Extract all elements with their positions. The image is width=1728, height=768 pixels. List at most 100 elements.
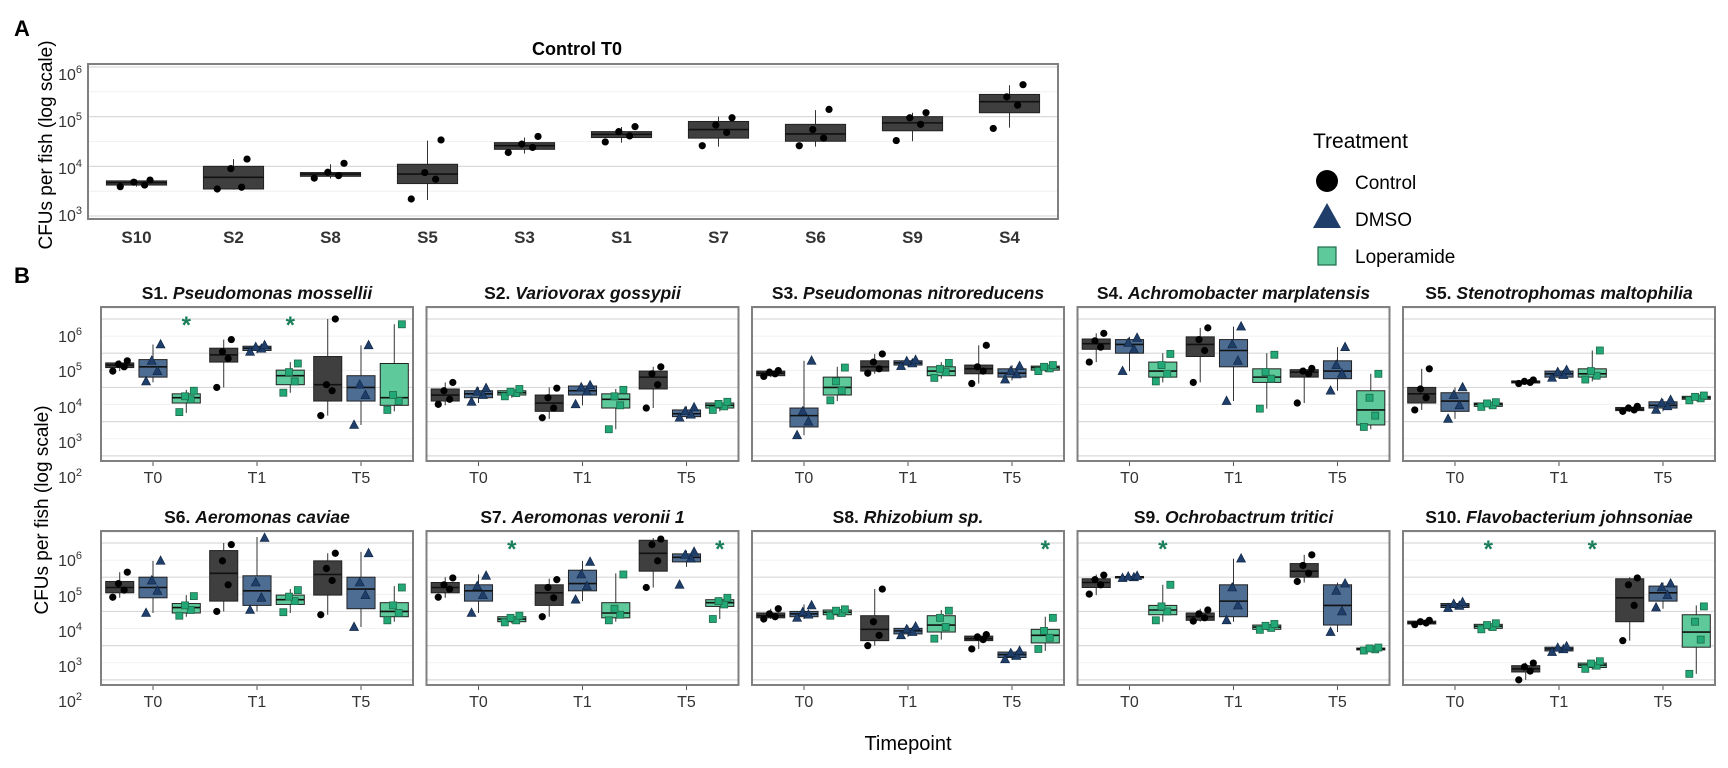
facet-box-loperamide-T0-point xyxy=(826,396,835,405)
facet-box-control-T0-point xyxy=(109,367,117,375)
facet-box-dmso-T5-point xyxy=(674,412,685,422)
facet-box-dmso-T1-point xyxy=(1552,642,1563,652)
facet-box-control-T0 xyxy=(105,568,135,601)
facet-box-control-T0-point xyxy=(449,378,457,387)
panel-a-y-ticks: 106 105 104 103 xyxy=(58,64,82,225)
facet-box-control-T0-point xyxy=(774,367,782,375)
facet-box-loperamide-T0 xyxy=(497,611,527,627)
facet-box-loperamide-T1 xyxy=(601,570,631,625)
panel-a-box-S2-point xyxy=(213,185,221,193)
panel-a-box-S5 xyxy=(396,136,459,203)
facet-box-loperamide-T1 xyxy=(1577,657,1607,673)
facet-box-loperamide-T0-point xyxy=(1483,399,1491,408)
facet-box-dmso-T5-point xyxy=(1014,645,1025,655)
panel-a-box-S4-point xyxy=(1003,93,1011,101)
facet-5: S5. Stenotrophomas maltophilia T0 T1 T5 xyxy=(1402,283,1716,487)
facet-box-dmso-T5-point xyxy=(1005,365,1016,375)
facet-6: S6. Aeromonas caviae T0 T1 T5 xyxy=(100,507,414,711)
facet-box-control-T5-point xyxy=(642,583,650,592)
facet-box-dmso-T0-point xyxy=(472,386,483,396)
facet-box-loperamide-T1-point xyxy=(1581,375,1590,384)
facet-box-control-T0-point xyxy=(114,360,123,368)
facet-box-dmso-T0-point xyxy=(146,574,157,585)
facet-box-dmso-T1 xyxy=(242,339,272,356)
facet-box-dmso-T5 xyxy=(346,339,376,429)
facet-box-dmso-T1-point xyxy=(250,576,261,587)
facet-box-loperamide-T5-point xyxy=(1040,362,1048,371)
facet-box-control-T0-point xyxy=(1425,365,1433,373)
panel-a-box-S7-point xyxy=(723,128,731,137)
facet-box-loperamide-T5-point xyxy=(1365,393,1374,402)
facet-box-control-T1-point xyxy=(878,350,886,358)
facet-box-control-T5-point xyxy=(657,363,665,371)
facet-box-control-T0 xyxy=(756,367,786,380)
facet-box-dmso-T0-point xyxy=(1123,570,1134,581)
facet-box-control-T1-point xyxy=(213,383,221,392)
facet-border xyxy=(1402,530,1716,686)
facet-title-prefix: S5. xyxy=(1425,283,1456,303)
facet-box-dmso-T1-point xyxy=(1561,640,1572,651)
facet-box-dmso-T0-point xyxy=(1454,399,1465,410)
panel-a-box-S5-point xyxy=(437,136,445,144)
facet-box-dmso-T5-point xyxy=(689,401,700,412)
panel-b-bottom-tick-1e2: 102 xyxy=(58,691,82,711)
facet-title-prefix: S6. xyxy=(164,507,195,527)
facet-box-dmso-T0-point xyxy=(1132,570,1143,580)
facet-title-prefix: S10. xyxy=(1425,507,1466,527)
panel-a-box-S9-point xyxy=(917,120,925,128)
facet-box-control-T5-point xyxy=(1624,581,1633,589)
facet-box-dmso-T0-point xyxy=(1132,332,1143,342)
panel-a-x-tick-label: S7 xyxy=(708,228,729,247)
facet-box-loperamide-T0-point xyxy=(832,606,840,615)
facet-box-loperamide-T0-point xyxy=(1483,621,1491,629)
panel-a-box-S10-point xyxy=(141,181,149,189)
facet-box-dmso-T5-point xyxy=(1336,368,1347,378)
facet-box-control-T1-point xyxy=(869,618,878,626)
facet-box-loperamide-T1-point xyxy=(1587,659,1595,668)
facet-box-loperamide-T5-point xyxy=(1034,645,1043,653)
facet-box-loperamide-T5-point xyxy=(708,406,717,414)
facet-box-control-T1-point xyxy=(538,414,546,422)
facet-box-loperamide-T5-point xyxy=(1691,617,1699,626)
facet-box-dmso-T1-point xyxy=(576,381,587,392)
facet-box-dmso-T1-point xyxy=(896,629,907,640)
facet-box-control-T0-point xyxy=(1425,616,1433,624)
facet-box-dmso-T0-point xyxy=(141,607,152,617)
facet-title-prefix: S3. xyxy=(772,283,803,303)
facet-box-dmso-T5-point xyxy=(363,547,374,558)
panel-a-box-S6-point xyxy=(809,125,817,134)
facet-box-loperamide-T5-point xyxy=(1048,361,1057,369)
facet-box-dmso-T0-point xyxy=(477,589,488,599)
facet-box-control-T1 xyxy=(209,335,239,392)
panel-a-x-tick-label: S6 xyxy=(805,228,826,247)
facet-box-dmso-T5-point xyxy=(360,589,371,599)
facet-10: S10. Flavobacterium johnsoniae T0 T1 T5 * * xyxy=(1402,507,1716,711)
facet-x-tick-label: T5 xyxy=(352,694,371,711)
facet-x-tick-label: T0 xyxy=(1446,694,1465,711)
facet-box-dmso-T5 xyxy=(671,401,702,422)
facet-box-loperamide-T5-point xyxy=(1696,635,1705,644)
facet-title: S8. Rhizobium sp. xyxy=(833,507,984,527)
facet-box-loperamide-T0-point xyxy=(840,605,849,614)
facet-box-loperamide-T0-point xyxy=(1157,602,1166,611)
facet-box-loperamide-T0-point xyxy=(181,392,189,401)
facet-box-loperamide-T5-point xyxy=(1040,626,1048,635)
facet-title-species: Achromobacter marplatensis xyxy=(1127,283,1370,303)
facet-border xyxy=(751,530,1065,686)
facet-border xyxy=(1402,306,1716,462)
panel-a-box-S2-point xyxy=(243,155,251,163)
facet-box-dmso-T5-point xyxy=(1331,359,1342,369)
facet-box-dmso-T5-point xyxy=(1656,581,1667,592)
facet-box-control-T1-point xyxy=(550,404,558,412)
significance-star: * xyxy=(507,536,517,563)
facet-box-control-T0 xyxy=(105,357,135,375)
panel-a-title: Control T0 xyxy=(532,39,622,59)
facet-box-control-T0-point xyxy=(774,605,782,613)
facet-box-dmso-T0 xyxy=(138,555,168,617)
facet-2: S2. Variovorax gossypii T0 T1 T5 xyxy=(425,283,740,487)
panel-a-box-S7-point xyxy=(712,121,720,129)
legend-item-loperamide: Loperamide xyxy=(1355,247,1455,268)
facet-box-loperamide-T1-point xyxy=(604,616,613,625)
facet-box-dmso-T0 xyxy=(1440,381,1470,423)
facet-box-dmso-T0-point xyxy=(1457,381,1468,392)
